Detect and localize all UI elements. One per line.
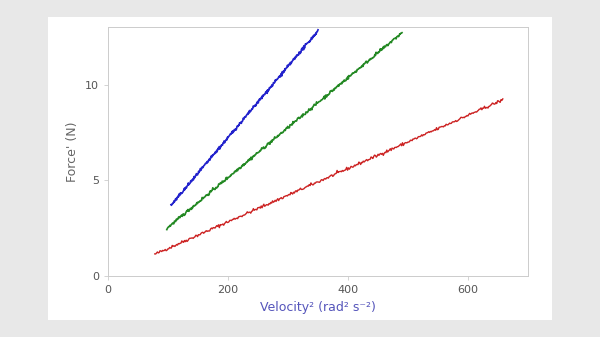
X-axis label: Velocity² (rad² s⁻²): Velocity² (rad² s⁻²) <box>260 301 376 314</box>
Y-axis label: Force' (N): Force' (N) <box>67 121 79 182</box>
